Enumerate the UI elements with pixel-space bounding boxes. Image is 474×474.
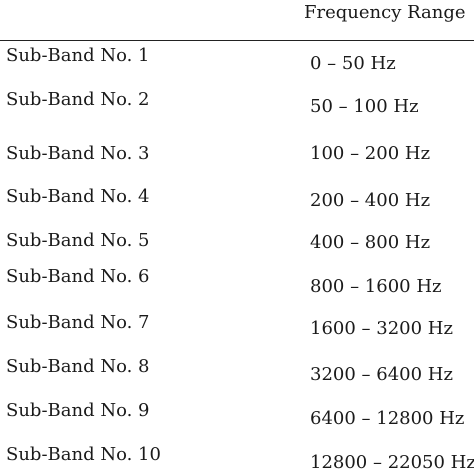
row-9-range: 6400 – 12800 Hz <box>310 408 465 429</box>
row-6-label: Sub-Band No. 6 <box>6 266 150 287</box>
row-2-range: 50 – 100 Hz <box>310 96 419 117</box>
row-10-label: Sub-Band No. 10 <box>6 444 161 465</box>
row-4-range: 200 – 400 Hz <box>310 190 431 211</box>
row-7-label: Sub-Band No. 7 <box>6 312 150 333</box>
row-8-label: Sub-Band No. 8 <box>6 356 150 377</box>
row-2-label: Sub-Band No. 2 <box>6 89 150 110</box>
row-3-label: Sub-Band No. 3 <box>6 143 150 164</box>
header-rule <box>0 40 474 41</box>
row-5-range: 400 – 800 Hz <box>310 232 431 253</box>
row-1-range: 0 – 50 Hz <box>310 53 396 74</box>
row-10-range: 12800 – 22050 Hz <box>310 452 474 473</box>
row-1-label: Sub-Band No. 1 <box>6 45 150 66</box>
frequency-range-header: Frequency Range <box>304 2 466 23</box>
row-6-range: 800 – 1600 Hz <box>310 276 442 297</box>
row-9-label: Sub-Band No. 9 <box>6 400 150 421</box>
row-4-label: Sub-Band No. 4 <box>6 186 150 207</box>
row-5-label: Sub-Band No. 5 <box>6 230 150 251</box>
row-3-range: 100 – 200 Hz <box>310 143 431 164</box>
row-8-range: 3200 – 6400 Hz <box>310 364 453 385</box>
row-7-range: 1600 – 3200 Hz <box>310 318 453 339</box>
